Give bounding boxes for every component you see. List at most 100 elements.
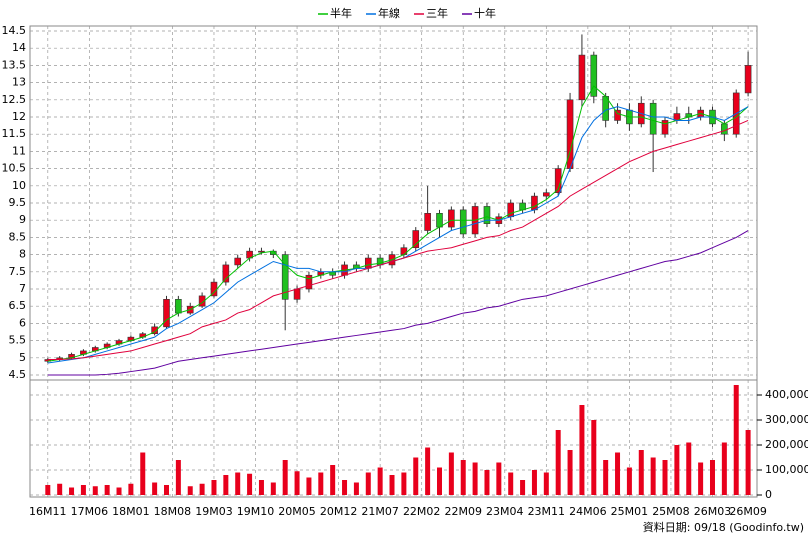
y-tick-label: 13 bbox=[12, 76, 26, 89]
legend-label: 三年 bbox=[426, 6, 448, 20]
volume-bar bbox=[733, 385, 739, 495]
x-tick-label: 17M06 bbox=[71, 505, 109, 518]
volume-bar bbox=[413, 457, 419, 495]
candle-body bbox=[649, 102, 657, 135]
volume-bar bbox=[401, 472, 407, 495]
volume-bar bbox=[258, 480, 264, 495]
y2-tick-label: 100,000 bbox=[765, 463, 808, 476]
volume-bar bbox=[377, 467, 383, 495]
candle-body bbox=[281, 254, 289, 300]
x-tick-label: 19M10 bbox=[237, 505, 275, 518]
volume-bar bbox=[282, 460, 288, 495]
candle-body bbox=[543, 192, 550, 197]
y-tick-label: 6 bbox=[19, 316, 26, 329]
volume-bar bbox=[603, 460, 609, 495]
volume-bar bbox=[662, 460, 668, 495]
x-tick-label: 22M09 bbox=[444, 505, 482, 518]
candle-body bbox=[531, 195, 538, 211]
candle-body bbox=[661, 120, 669, 135]
volume-bar bbox=[496, 462, 502, 495]
y-tick-label: 7.5 bbox=[9, 265, 27, 278]
y-tick-label: 9.5 bbox=[9, 196, 27, 209]
legend-label: 年線 bbox=[378, 6, 400, 20]
volume-bar bbox=[484, 470, 490, 495]
candle-body bbox=[448, 209, 455, 228]
volume-bar bbox=[508, 472, 514, 495]
volume-bar bbox=[591, 420, 597, 495]
y-tick-label: 11.5 bbox=[2, 127, 27, 140]
volume-bar bbox=[543, 472, 549, 495]
volume-bar bbox=[294, 471, 300, 495]
volume-bar bbox=[104, 485, 110, 495]
candle-body bbox=[258, 250, 265, 253]
y-tick-label: 8 bbox=[19, 248, 26, 261]
y2-tick-label: 0 bbox=[765, 488, 772, 501]
candle-body bbox=[436, 213, 443, 228]
volume-bar bbox=[674, 445, 680, 495]
y-tick-label: 10.5 bbox=[2, 162, 27, 175]
volume-bar bbox=[318, 472, 324, 495]
volume-bar bbox=[342, 480, 348, 495]
y-tick-label: 4.5 bbox=[9, 368, 27, 381]
candle-body bbox=[175, 299, 182, 314]
volume-bar bbox=[472, 462, 478, 495]
candle-body bbox=[305, 274, 313, 290]
volume-bar bbox=[615, 452, 621, 495]
volume-bar bbox=[721, 442, 727, 495]
y-tick-label: 12.5 bbox=[2, 93, 27, 106]
candle-body bbox=[163, 299, 170, 328]
ma-line bbox=[47, 85, 749, 362]
volume-bar bbox=[448, 452, 454, 495]
x-tick-label: 24M06 bbox=[569, 505, 607, 518]
y2-tick-label: 200,000 bbox=[765, 438, 808, 451]
volume-bar bbox=[425, 447, 431, 495]
volume-bar bbox=[270, 482, 276, 495]
y-tick-label: 8.5 bbox=[9, 230, 27, 243]
y2-tick-label: 400,000 bbox=[765, 388, 808, 401]
volume-bar bbox=[531, 470, 537, 495]
candle-body bbox=[459, 209, 467, 235]
volume-bar bbox=[69, 487, 75, 495]
ma-line bbox=[47, 230, 749, 376]
candle-body bbox=[400, 247, 408, 255]
volume-bar bbox=[353, 482, 359, 495]
volume-bar bbox=[211, 480, 217, 495]
volume-bar bbox=[57, 483, 63, 495]
y-tick-label: 6.5 bbox=[9, 299, 27, 312]
volume-bar bbox=[698, 462, 704, 495]
volume-bar bbox=[235, 472, 241, 495]
volume-bar bbox=[520, 480, 526, 495]
x-tick-label: 20M05 bbox=[278, 505, 316, 518]
volume-bar bbox=[306, 477, 312, 495]
ma-line bbox=[47, 119, 749, 361]
volume-bar bbox=[436, 467, 442, 495]
candle-body bbox=[744, 65, 752, 94]
y-tick-label: 14.5 bbox=[2, 24, 27, 37]
source-note: 資料日期: 09/18 (Goodinfo.tw) bbox=[643, 520, 804, 534]
volume-bar bbox=[223, 475, 229, 495]
volume-bar bbox=[92, 486, 98, 495]
volume-bar bbox=[152, 482, 158, 495]
volume-bar bbox=[45, 485, 51, 495]
volume-bar bbox=[247, 473, 253, 495]
x-tick-label: 25M08 bbox=[652, 505, 690, 518]
y-tick-label: 10 bbox=[12, 179, 26, 192]
candle-body bbox=[614, 109, 621, 121]
volume-bar bbox=[579, 405, 585, 495]
candle-body bbox=[151, 326, 158, 335]
x-tick-label: 25M01 bbox=[611, 505, 649, 518]
candle-body bbox=[483, 206, 491, 224]
y-tick-label: 12 bbox=[12, 110, 26, 123]
x-tick-label: 26M03 bbox=[694, 505, 732, 518]
y-tick-label: 11 bbox=[12, 144, 26, 157]
legend-label: 十年 bbox=[474, 6, 496, 20]
volume-bar bbox=[460, 460, 466, 495]
volume-bar bbox=[709, 460, 715, 495]
x-tick-label: 23M04 bbox=[486, 505, 524, 518]
volume-bar bbox=[638, 450, 644, 495]
volume-bar bbox=[140, 452, 146, 495]
candle-body bbox=[412, 230, 420, 249]
candle-body bbox=[590, 54, 598, 97]
volume-bar bbox=[175, 460, 181, 495]
